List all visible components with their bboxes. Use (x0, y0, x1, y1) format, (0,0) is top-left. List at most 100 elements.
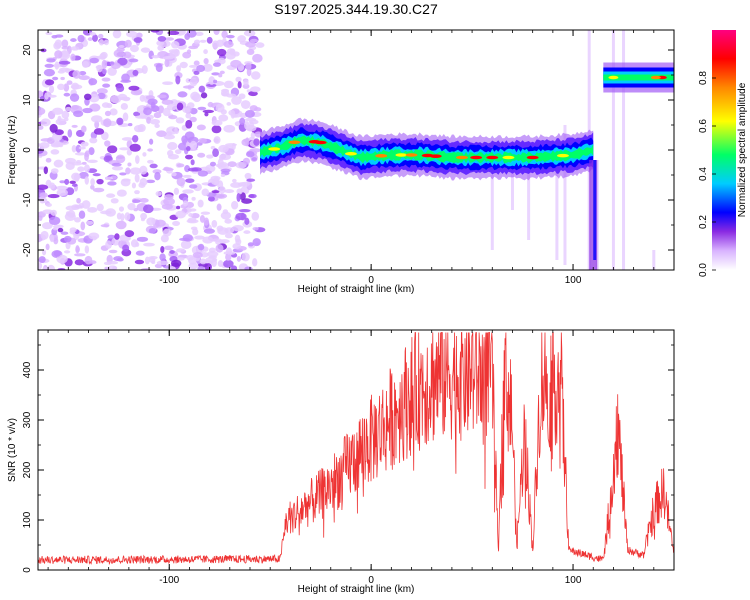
noise-blob (208, 76, 215, 85)
noise-blob (125, 167, 131, 175)
noise-blob (52, 76, 59, 81)
noise-blob (119, 172, 127, 176)
noise-blob (177, 91, 188, 98)
noise-blob (132, 134, 139, 143)
noise-blob (64, 178, 70, 185)
noise-blob (59, 180, 66, 184)
colorbar-tick-label: 0.6 (698, 119, 709, 133)
noise-blob (107, 67, 117, 76)
noise-blob (221, 88, 230, 93)
noise-blob (206, 154, 214, 159)
noise-blob (100, 210, 112, 215)
noise-blob (236, 188, 243, 195)
noise-blob (75, 245, 80, 254)
noise-blob (139, 165, 148, 175)
noise-blob (102, 68, 107, 75)
noise-blob (121, 178, 131, 182)
noise-blob (77, 34, 85, 43)
noise-blob (199, 39, 207, 43)
noise-blob (107, 181, 117, 186)
noise-blob (244, 121, 250, 130)
noise-blob (127, 123, 133, 127)
noise-blob (176, 205, 181, 210)
noise-blob (122, 51, 132, 59)
noise-blob (155, 191, 162, 197)
noise-blob (113, 256, 123, 262)
noise-blob (122, 244, 130, 252)
noise-blob (92, 173, 101, 177)
noise-blob (139, 178, 148, 186)
noise-blob (88, 147, 95, 156)
noise-blob (252, 238, 261, 247)
noise-blob (235, 212, 247, 221)
noise-blob (147, 148, 154, 152)
noise-blob (168, 114, 178, 120)
noise-blob (148, 255, 158, 260)
noise-blob (170, 259, 182, 268)
noise-blob (224, 233, 233, 239)
noise-blob (172, 220, 181, 226)
noise-blob (45, 157, 52, 163)
noise-blob (217, 158, 224, 168)
noise-blob (250, 71, 261, 80)
noise-blob (134, 173, 140, 183)
noise-blob (225, 247, 232, 255)
noise-blob (206, 83, 217, 87)
noise-blob (230, 265, 238, 270)
noise-blob (188, 64, 198, 68)
noise-blob (84, 245, 90, 254)
noise-blob (177, 142, 189, 151)
noise-blob (239, 192, 246, 201)
noise-blob (245, 62, 252, 71)
noise-blob (74, 217, 81, 223)
noise-blob (212, 62, 222, 67)
noise-blob (252, 227, 259, 231)
noise-blob (186, 146, 191, 152)
noise-blob (119, 147, 130, 151)
noise-blob (223, 259, 234, 268)
spectrogram-y-tick-label: -10 (22, 192, 33, 207)
spectrogram-y-tick-label: 10 (22, 94, 33, 106)
noise-blob (230, 182, 242, 188)
noise-blob (135, 250, 145, 256)
noise-blob (42, 209, 54, 215)
noise-blob (143, 107, 152, 116)
noise-blob (182, 85, 195, 89)
noise-blob (193, 60, 200, 66)
noise-blob (65, 106, 72, 112)
noise-blob (154, 219, 166, 227)
noise-blob (88, 232, 100, 240)
noise-blob (89, 137, 98, 144)
noise-blob (75, 144, 82, 153)
noise-blob (231, 96, 242, 105)
noise-blob (71, 145, 77, 153)
noise-blob (90, 178, 95, 186)
chart-title: S197.2025.344.19.30.C27 (274, 1, 438, 17)
noise-blob (116, 84, 125, 93)
noise-blob (61, 110, 70, 119)
noise-blob (43, 68, 56, 77)
noise-blob (223, 40, 234, 48)
noise-blob (145, 179, 156, 184)
noise-blob (187, 167, 199, 172)
noise-blob (45, 31, 53, 36)
spectrogram-heatmap (38, 30, 674, 270)
noise-blob (194, 235, 205, 240)
noise-blob (245, 41, 256, 48)
noise-blob (50, 149, 60, 155)
noise-blob (129, 143, 141, 152)
noise-blob (149, 163, 158, 169)
noise-blob (101, 131, 109, 141)
noise-blob (128, 58, 139, 63)
noise-blob (156, 130, 167, 138)
noise-blob (124, 212, 131, 221)
noise-blob (135, 155, 140, 164)
noise-blob (61, 39, 69, 48)
noise-blob (140, 267, 152, 270)
noise-blob (191, 196, 196, 201)
noise-blob (157, 45, 165, 51)
noise-blob (140, 47, 151, 53)
noise-blob (74, 253, 86, 257)
snr-background (38, 330, 674, 570)
